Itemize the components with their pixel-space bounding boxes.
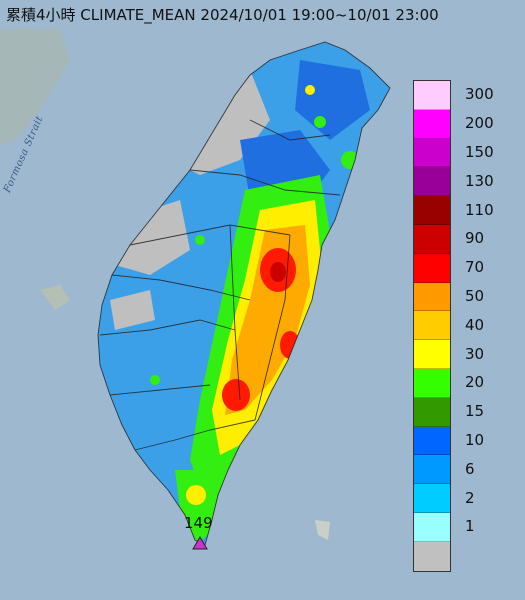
legend-swatch	[414, 541, 450, 571]
legend-swatch	[414, 311, 450, 341]
legend-label: 15	[465, 402, 485, 421]
legend-swatch	[414, 196, 450, 225]
legend-swatch	[414, 282, 450, 312]
legend-swatch	[414, 109, 450, 139]
legend-swatch	[414, 167, 450, 197]
legend-swatch	[414, 81, 450, 110]
legend-swatch	[414, 253, 450, 283]
legend-color-scale	[413, 80, 451, 572]
legend-label: 150	[465, 143, 494, 161]
legend-swatch	[414, 484, 450, 513]
legend-swatch	[414, 512, 450, 542]
legend-label: 2	[465, 488, 475, 507]
legend-swatch	[414, 340, 450, 369]
map-title: 累積4小時 CLIMATE_MEAN 2024/10/01 19:00~10/0…	[6, 6, 439, 24]
legend-label: 30	[465, 344, 485, 363]
legend-swatch	[414, 426, 450, 456]
legend-label: 40	[465, 315, 485, 334]
legend-label: 200	[465, 114, 494, 133]
legend-label: 110	[465, 200, 494, 219]
legend-swatch	[414, 224, 450, 254]
legend-label: 130	[465, 171, 494, 190]
legend-label: 90	[465, 229, 485, 248]
legend-swatch	[414, 397, 450, 427]
legend-label: 300	[465, 85, 494, 104]
legend-label: 20	[465, 373, 485, 392]
legend-label: 70	[465, 258, 485, 277]
legend-label: 1	[465, 517, 475, 536]
max-rainfall-value: 149	[184, 514, 213, 532]
legend-swatch	[414, 368, 450, 398]
legend-label: 10	[465, 431, 485, 449]
green-island	[315, 520, 330, 540]
legend-label: 50	[465, 287, 485, 305]
rainfall-legend: 300 200 150 130 110 90 70 50 40 30 20 15 10 6 2 1	[413, 80, 517, 572]
max-station-marker-icon	[192, 536, 208, 550]
penghu-islands	[40, 285, 70, 310]
mainland-coast	[0, 28, 70, 145]
legend-swatch	[414, 138, 450, 168]
legend-label: 6	[465, 459, 475, 478]
legend-swatch	[414, 455, 450, 485]
